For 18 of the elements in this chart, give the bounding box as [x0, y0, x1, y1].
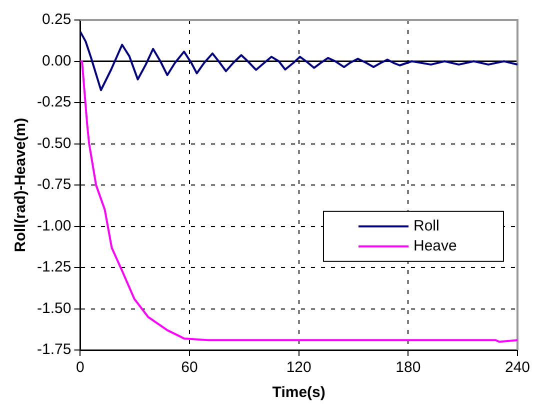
y-tick-label: -0.50	[36, 134, 72, 152]
y-tick-label: 0.25	[42, 11, 72, 28]
y-tick-label: -1.00	[36, 217, 72, 234]
y-tick-label: 0.00	[42, 52, 72, 70]
x-tick-label: 120	[286, 359, 312, 376]
x-tick-label: 240	[504, 359, 530, 376]
x-tick-label: 180	[396, 359, 421, 376]
x-tick-label: 60	[181, 359, 198, 376]
y-tick-label: -1.25	[36, 258, 72, 276]
y-axis-title: Roll(rad)-Heave(m)	[12, 118, 30, 252]
y-tick-label: -0.75	[36, 176, 72, 194]
x-tick-label: 0	[76, 359, 84, 376]
legend-label: Roll	[413, 218, 440, 235]
legend-label: Heave	[413, 238, 457, 255]
x-axis-title: Time(s)	[272, 384, 326, 402]
y-tick-label: -1.50	[36, 300, 72, 317]
y-tick-label: -0.25	[36, 94, 72, 111]
y-tick-label: -1.75	[36, 341, 72, 358]
